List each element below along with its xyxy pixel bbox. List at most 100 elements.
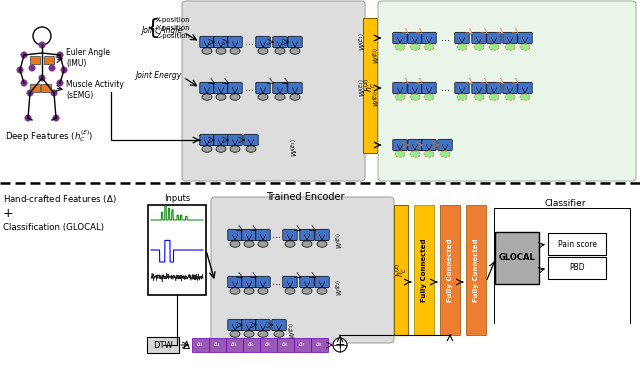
FancyBboxPatch shape xyxy=(487,82,501,94)
FancyBboxPatch shape xyxy=(394,205,408,335)
Text: $\Delta$: $\Delta$ xyxy=(182,339,191,351)
Text: Y-position: Y-position xyxy=(156,25,189,31)
Text: X-position: X-position xyxy=(156,17,191,23)
Ellipse shape xyxy=(474,94,484,100)
Circle shape xyxy=(61,67,67,73)
FancyBboxPatch shape xyxy=(273,36,287,48)
Text: +: + xyxy=(3,206,13,219)
Circle shape xyxy=(52,115,60,121)
Text: Pain score: Pain score xyxy=(557,240,596,248)
Ellipse shape xyxy=(317,288,327,294)
FancyBboxPatch shape xyxy=(408,139,422,151)
Circle shape xyxy=(333,338,347,352)
Text: $W^{(E_2)}$: $W^{(E_2)}$ xyxy=(335,278,346,296)
Ellipse shape xyxy=(285,241,295,247)
Text: Z-position: Z-position xyxy=(156,33,191,39)
FancyBboxPatch shape xyxy=(310,338,328,352)
Circle shape xyxy=(20,52,27,58)
FancyBboxPatch shape xyxy=(147,337,179,353)
FancyBboxPatch shape xyxy=(283,229,297,241)
FancyBboxPatch shape xyxy=(408,82,422,94)
Text: $\delta_6$: $\delta_6$ xyxy=(282,340,289,349)
FancyBboxPatch shape xyxy=(315,229,329,241)
FancyBboxPatch shape xyxy=(256,82,270,94)
FancyBboxPatch shape xyxy=(228,36,242,48)
Ellipse shape xyxy=(302,288,312,294)
Bar xyxy=(548,257,606,279)
Text: Fully Connected: Fully Connected xyxy=(447,238,453,302)
FancyBboxPatch shape xyxy=(393,139,407,151)
FancyBboxPatch shape xyxy=(256,36,270,48)
Text: $W^{(E_3)}$: $W^{(E_3)}$ xyxy=(290,139,301,157)
Ellipse shape xyxy=(258,48,268,54)
Text: ...: ... xyxy=(272,230,281,240)
FancyBboxPatch shape xyxy=(294,338,311,352)
FancyBboxPatch shape xyxy=(503,32,517,44)
FancyBboxPatch shape xyxy=(228,229,242,241)
Text: ...: ... xyxy=(441,83,450,93)
FancyBboxPatch shape xyxy=(393,82,407,94)
Ellipse shape xyxy=(258,94,268,100)
FancyBboxPatch shape xyxy=(200,82,214,94)
FancyBboxPatch shape xyxy=(242,229,256,241)
Text: PBD: PBD xyxy=(569,263,585,273)
Text: ...: ... xyxy=(272,277,281,287)
FancyBboxPatch shape xyxy=(200,134,214,146)
FancyBboxPatch shape xyxy=(182,1,365,181)
FancyBboxPatch shape xyxy=(422,139,436,151)
Ellipse shape xyxy=(317,241,327,247)
FancyBboxPatch shape xyxy=(242,276,256,288)
FancyBboxPatch shape xyxy=(472,82,486,94)
FancyBboxPatch shape xyxy=(256,319,270,331)
Ellipse shape xyxy=(216,48,226,54)
Circle shape xyxy=(27,90,33,96)
Text: Muscle Activity
(sEMG): Muscle Activity (sEMG) xyxy=(66,80,124,100)
Text: $h_C^{(\mathcal{E})}$: $h_C^{(\mathcal{E})}$ xyxy=(362,78,378,92)
Circle shape xyxy=(17,67,23,73)
Ellipse shape xyxy=(505,94,515,100)
FancyBboxPatch shape xyxy=(273,82,287,94)
Circle shape xyxy=(20,80,27,86)
FancyBboxPatch shape xyxy=(214,134,228,146)
Text: $\delta_4$: $\delta_4$ xyxy=(247,340,255,349)
Ellipse shape xyxy=(202,48,212,54)
Ellipse shape xyxy=(230,48,240,54)
Ellipse shape xyxy=(424,44,434,50)
Text: $\delta_2$: $\delta_2$ xyxy=(213,340,221,349)
Circle shape xyxy=(57,80,63,86)
Ellipse shape xyxy=(395,44,405,50)
Ellipse shape xyxy=(424,94,434,100)
FancyBboxPatch shape xyxy=(30,56,40,64)
Ellipse shape xyxy=(258,288,268,294)
FancyBboxPatch shape xyxy=(414,205,434,335)
FancyBboxPatch shape xyxy=(518,32,532,44)
Text: Hand-crafted Features ($\Delta$): Hand-crafted Features ($\Delta$) xyxy=(3,193,116,205)
Circle shape xyxy=(39,75,45,81)
FancyBboxPatch shape xyxy=(393,32,407,44)
Ellipse shape xyxy=(230,94,240,100)
Text: $h_C^{(\mathcal{E})}$: $h_C^{(\mathcal{E})}$ xyxy=(393,263,409,277)
Text: GLOCAL: GLOCAL xyxy=(499,253,536,263)
Ellipse shape xyxy=(244,241,254,247)
Text: $W^{(E_3)}$: $W^{(E_3)}$ xyxy=(288,321,300,339)
FancyBboxPatch shape xyxy=(191,338,209,352)
Text: Fully Connected: Fully Connected xyxy=(421,238,427,302)
FancyBboxPatch shape xyxy=(228,319,242,331)
Ellipse shape xyxy=(230,288,240,294)
Text: $W^{(E_1)}$: $W^{(E_1)}$ xyxy=(371,46,383,64)
Text: $\delta_1$: $\delta_1$ xyxy=(196,340,204,349)
Ellipse shape xyxy=(474,44,484,50)
Ellipse shape xyxy=(505,44,515,50)
FancyBboxPatch shape xyxy=(44,56,54,64)
Ellipse shape xyxy=(244,288,254,294)
Ellipse shape xyxy=(520,44,530,50)
Ellipse shape xyxy=(520,94,530,100)
Ellipse shape xyxy=(410,151,420,157)
Text: $\delta_3$: $\delta_3$ xyxy=(230,340,238,349)
Circle shape xyxy=(29,65,35,71)
FancyBboxPatch shape xyxy=(378,1,636,181)
FancyBboxPatch shape xyxy=(256,229,270,241)
Bar xyxy=(148,205,206,295)
Text: +: + xyxy=(335,339,346,352)
FancyBboxPatch shape xyxy=(487,32,501,44)
